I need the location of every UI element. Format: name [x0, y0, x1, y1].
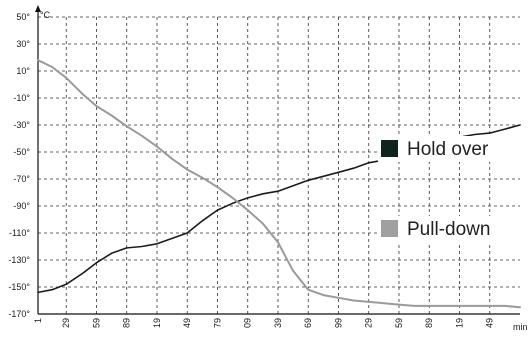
- y-tick-label: 50°: [16, 12, 30, 22]
- axes: [35, 5, 520, 315]
- y-tick-label: -110°: [9, 228, 30, 238]
- series-lines: [37, 59, 521, 309]
- y-unit-label: °C: [40, 10, 51, 20]
- y-tick-label: 10°: [16, 66, 30, 76]
- x-tick-label: 79: [212, 318, 222, 328]
- x-tick-label: 49: [182, 318, 192, 328]
- y-tick-label: -150°: [8, 282, 30, 292]
- x-tick-label: 69: [303, 318, 313, 328]
- y-tick-label: -50°: [13, 147, 30, 157]
- y-tick-label: -30°: [13, 120, 30, 130]
- x-tick-label: 59: [91, 318, 101, 328]
- legend-label: Hold over: [407, 139, 489, 160]
- x-unit-label: min: [513, 322, 528, 332]
- legend: Hold over Pull-down: [378, 136, 520, 242]
- y-tick-label: -10°: [13, 93, 30, 103]
- legend-backdrop: [378, 136, 520, 162]
- y-tick-label: -70°: [13, 174, 30, 184]
- y-tick-label: -170°: [8, 309, 30, 319]
- x-tick-label: 1: [33, 318, 43, 323]
- legend-swatch: [381, 220, 398, 237]
- y-tick-label: -130°: [8, 255, 30, 265]
- tick-labels: 50° 30° 10° -10° -30° -50° -70° -90° -110° -130° -…: [8, 10, 527, 332]
- x-tick-label: 49: [485, 318, 495, 328]
- x-tick-label: 89: [424, 318, 434, 328]
- x-tick-label: 19: [152, 318, 162, 328]
- y-tick-label: 30°: [16, 39, 30, 49]
- x-tick-label: 29: [364, 318, 374, 328]
- x-tick-label: 59: [394, 318, 404, 328]
- series-line-pull-down: [37, 59, 521, 309]
- x-tick-label: 09: [243, 318, 253, 328]
- x-tick-label: 29: [61, 318, 71, 328]
- y-axis-arrow: [35, 5, 41, 12]
- x-tick-label: 89: [122, 318, 132, 328]
- legend-backdrop: [378, 216, 520, 242]
- grid: [38, 16, 520, 314]
- x-tick-label: 19: [454, 318, 464, 328]
- x-tick-label: 99: [333, 318, 343, 328]
- x-tick-label: 39: [273, 318, 283, 328]
- y-tick-label: -90°: [13, 201, 30, 211]
- legend-label: Pull-down: [407, 219, 490, 240]
- legend-swatch: [381, 140, 398, 157]
